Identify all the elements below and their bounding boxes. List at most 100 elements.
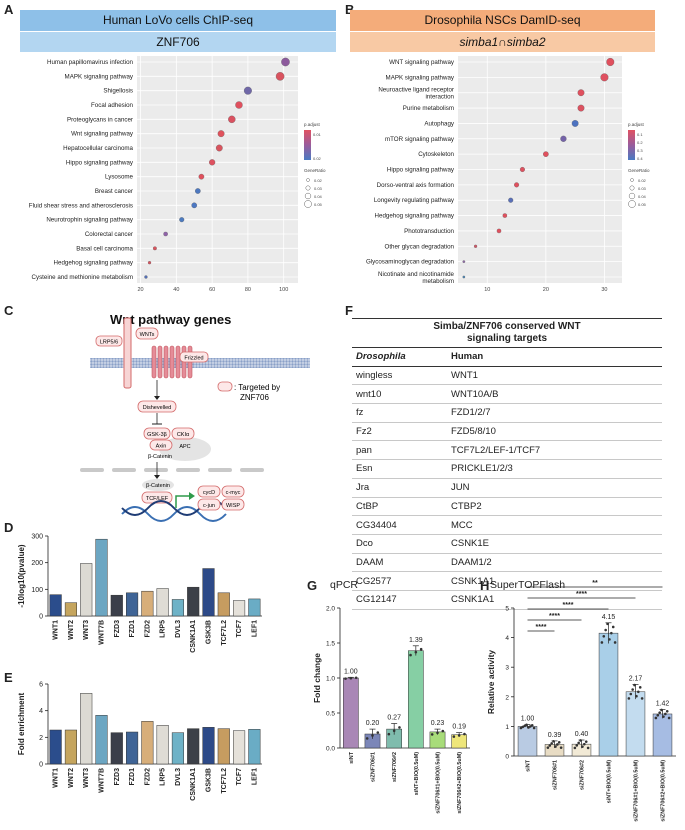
ratio-legend-circle bbox=[629, 185, 635, 191]
cjun-box bbox=[197, 498, 221, 511]
y-tick-label: 5 bbox=[505, 606, 509, 613]
x-tick-label: WNT7B bbox=[99, 620, 106, 645]
x-tick-label: siZNF706#2+BIO(0.5uM) bbox=[661, 760, 667, 822]
table-row: wnt10 WNT10A/B bbox=[352, 385, 662, 405]
drosophila-gene: CG34404 bbox=[356, 519, 397, 531]
replicate-point bbox=[392, 729, 396, 733]
y-tick-label: 3 bbox=[505, 665, 509, 672]
drosophila-gene: Esn bbox=[356, 463, 373, 475]
bar-wnt7b bbox=[95, 715, 108, 765]
term-label: Fluid shear stress and atherosclerosis bbox=[29, 202, 133, 209]
wnt-pathway-diagram: Wnt pathway genes LRP5/6 WNTs Frizzled :… bbox=[80, 312, 310, 522]
bar-gsk3b bbox=[202, 568, 215, 617]
tcf-box bbox=[141, 491, 173, 504]
data-point bbox=[577, 104, 585, 112]
replicate-point bbox=[654, 716, 658, 720]
replicate-point bbox=[640, 697, 644, 700]
human-gene: MCC bbox=[451, 519, 473, 531]
ratio-legend-circle bbox=[304, 192, 312, 200]
panel-b-title: Drosophila NSCs DamID-seq bbox=[350, 10, 655, 31]
replicate-point bbox=[667, 716, 671, 720]
data-point bbox=[473, 244, 478, 248]
panel-label-e: E bbox=[4, 670, 13, 685]
human-gene: CSNK1E bbox=[451, 538, 490, 550]
padj-legend-title: p.adjust bbox=[304, 122, 321, 127]
ratio-tick: 0.05 bbox=[638, 202, 647, 207]
value-label: 0.19 bbox=[452, 724, 466, 731]
data-point bbox=[191, 202, 198, 209]
data-point bbox=[209, 159, 216, 166]
bar bbox=[408, 650, 424, 749]
x-tick-label: FZD3 bbox=[114, 620, 121, 638]
replicate-point bbox=[575, 744, 579, 747]
table-row: Jra JUN bbox=[352, 479, 662, 498]
human-gene: JUN bbox=[451, 482, 470, 494]
wnt-pathway-title: Wnt pathway genes bbox=[110, 312, 231, 327]
x-tick-label: FZD1 bbox=[129, 768, 136, 786]
x-tick-label: LEF1 bbox=[251, 620, 258, 637]
padj-colorbar bbox=[628, 130, 635, 160]
replicate-point bbox=[452, 735, 456, 738]
y-tick-label: 1.5 bbox=[326, 641, 335, 648]
significance-label: **** bbox=[563, 602, 574, 609]
term-label: Cysteine and methionine metabolism bbox=[32, 274, 133, 281]
drosophila-gene: Dco bbox=[356, 538, 373, 550]
y-tick-label: 2 bbox=[505, 694, 509, 701]
replicate-point bbox=[584, 740, 588, 743]
replicate-point bbox=[631, 688, 634, 691]
term-label: Phototransduction bbox=[404, 228, 454, 235]
x-tick-label: siNT bbox=[349, 751, 355, 763]
panel-label-b: B bbox=[345, 2, 354, 17]
replicate-point bbox=[633, 683, 636, 687]
ratio-legend-circle bbox=[628, 192, 636, 200]
wnts-box bbox=[135, 327, 159, 340]
replicate-point bbox=[556, 743, 559, 746]
replicate-point bbox=[548, 744, 552, 747]
replicate-point bbox=[656, 714, 660, 717]
replicate-point bbox=[387, 732, 391, 736]
replicate-point bbox=[638, 686, 642, 689]
drosophila-gene: wingless bbox=[356, 370, 393, 382]
table-row: CG12147 CSNK1A1 bbox=[352, 591, 662, 610]
drosophila-gene: fz bbox=[356, 407, 364, 419]
y-axis-title: Relative activity bbox=[486, 650, 496, 715]
human-gene: DAAM1/2 bbox=[451, 556, 492, 568]
bar bbox=[343, 677, 359, 749]
replicate-point bbox=[604, 628, 607, 632]
dishevelled-label: Dishevelled bbox=[143, 405, 171, 411]
table-header-row: Drosophila Human bbox=[352, 348, 662, 367]
bar-wnt1 bbox=[49, 729, 62, 765]
y-tick-label: 1 bbox=[505, 724, 509, 731]
cki-box bbox=[171, 427, 195, 440]
y-tick-label: 4 bbox=[39, 708, 43, 715]
y-tick-label: 6 bbox=[39, 682, 43, 689]
x-tick-label: LRP5 bbox=[160, 768, 167, 786]
table-title-line1: Simba/ZNF706 conserved WNT bbox=[433, 321, 581, 332]
significance-label: **** bbox=[549, 613, 560, 620]
x-tick-label: 10 bbox=[484, 287, 490, 292]
x-tick-label: TCF7 bbox=[236, 620, 243, 638]
term-label: mTOR signaling pathway bbox=[385, 136, 455, 143]
data-point bbox=[519, 166, 525, 173]
term-label: MAPK signaling pathway bbox=[386, 74, 455, 81]
replicate-point bbox=[554, 745, 557, 748]
table-row: CG34404 MCC bbox=[352, 516, 662, 535]
replicate-point bbox=[457, 734, 461, 737]
term-label: Neuroactive ligand receptor bbox=[378, 87, 454, 94]
replicate-point bbox=[637, 690, 640, 694]
value-label: 1.39 bbox=[409, 637, 423, 644]
term-label: Longevity regulating pathway bbox=[374, 197, 455, 204]
x-tick-label: 40 bbox=[173, 287, 179, 292]
data-point bbox=[560, 135, 567, 142]
ratio-tick: 0.02 bbox=[314, 178, 323, 183]
x-tick-label: GSK3B bbox=[206, 768, 213, 792]
replicate-point bbox=[552, 739, 555, 743]
table-row: Fz2 FZD5/8/10 bbox=[352, 423, 662, 442]
term-label: Hedgehog signaling pathway bbox=[375, 213, 455, 220]
replicate-point bbox=[664, 712, 667, 716]
human-gene: PRICKLE1/2/3 bbox=[451, 463, 513, 475]
replicate-point bbox=[349, 676, 353, 680]
bar-wnt1 bbox=[49, 594, 62, 617]
x-tick-label: 20 bbox=[543, 287, 549, 292]
x-tick-label: siZNF706#1+BIO(0.5uM) bbox=[436, 752, 442, 814]
